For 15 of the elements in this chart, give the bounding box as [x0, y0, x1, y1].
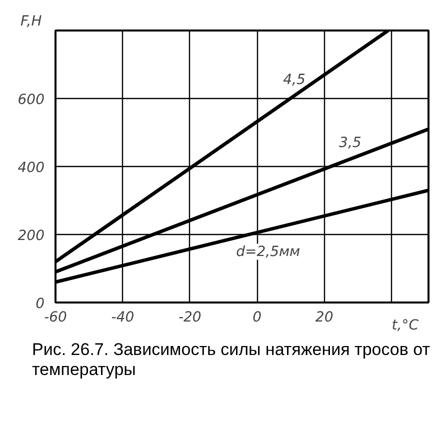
y-tick-label: 200 [18, 228, 45, 244]
x-tick-label: -20 [178, 310, 202, 326]
annotation: 3,5 [339, 135, 362, 152]
y-tick-label: 600 [18, 92, 45, 108]
x-tick-label: 0 [252, 310, 262, 326]
y-axis-title: F,H [20, 14, 42, 30]
y-tick-label: 0 [36, 296, 45, 312]
annotation: d=2,5мм [236, 244, 301, 260]
text: Рис. 26.7. Зависимость силы натяжения тросов от температуры [32, 340, 431, 381]
x-tick-label: -40 [111, 310, 134, 326]
y-tick-label: 400 [18, 160, 45, 176]
x-axis-title: t,°C [392, 318, 419, 334]
annotation: 4,5 [283, 72, 306, 88]
x-tick-label: -60 [44, 310, 68, 326]
x-tick-label: 20 [315, 310, 334, 326]
